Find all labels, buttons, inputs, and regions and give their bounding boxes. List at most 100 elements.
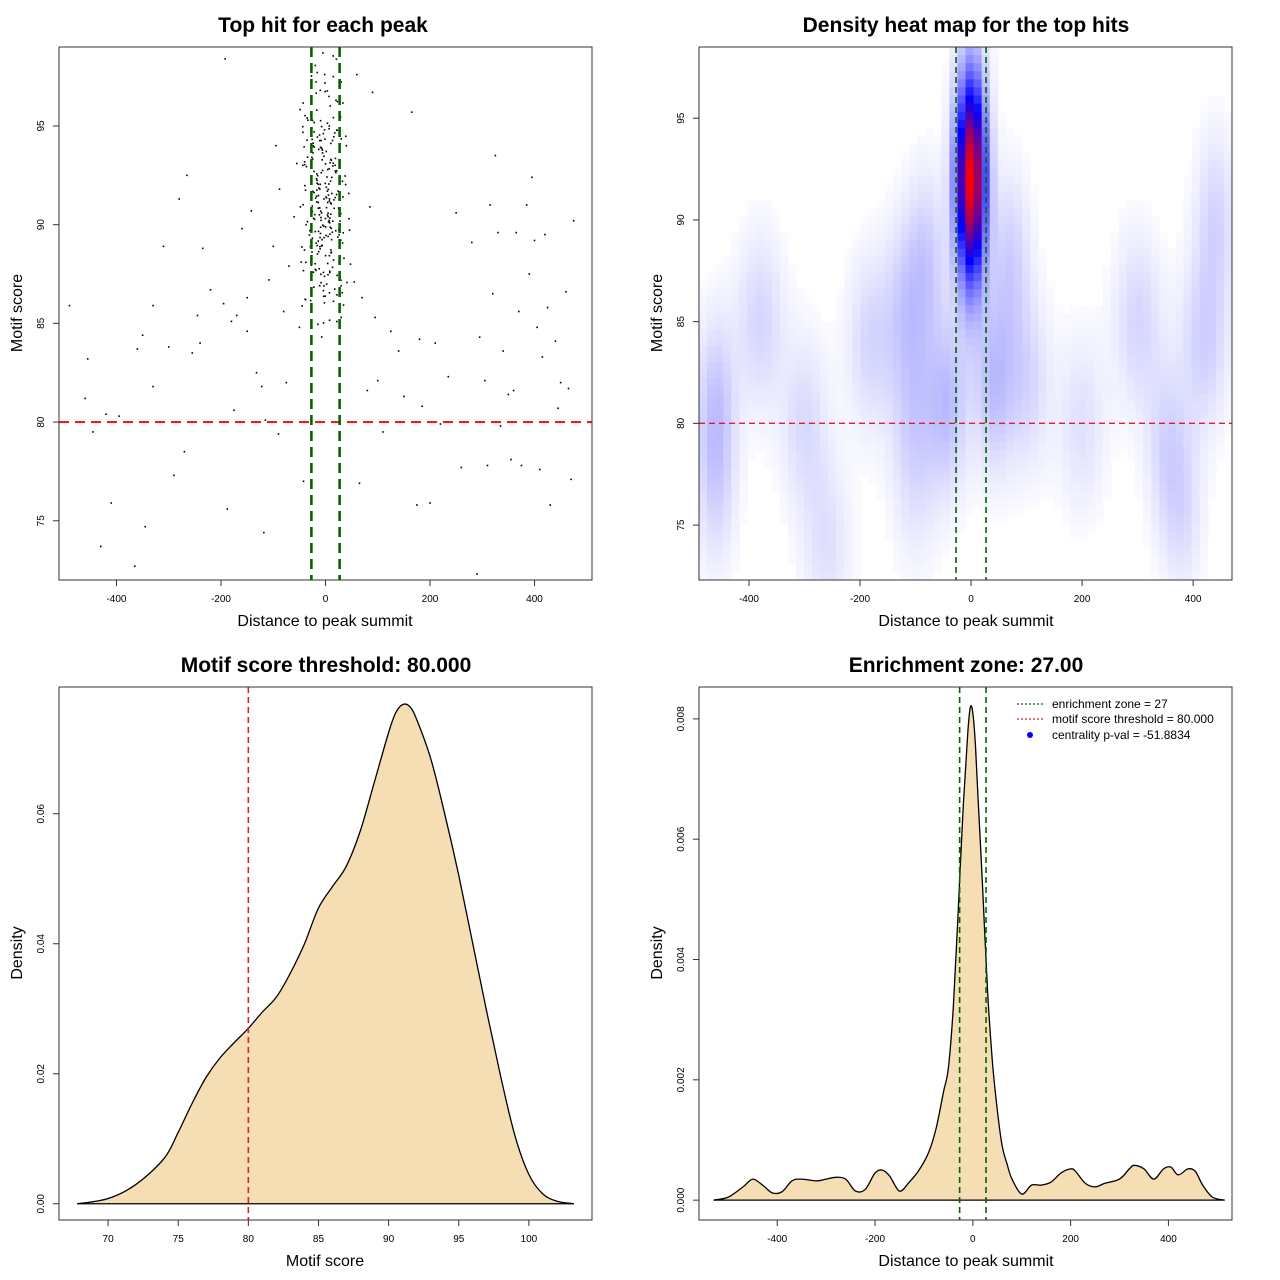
heatmap-cell: [1046, 426, 1055, 436]
heatmap-cell: [989, 313, 999, 323]
heatmap-cell: [965, 79, 975, 88]
heatmap-cell: [812, 539, 821, 549]
heatmap-cell: [884, 386, 894, 395]
heatmap-cell: [1127, 329, 1136, 339]
heatmap-cell: [957, 402, 967, 412]
heatmap-cell: [908, 370, 918, 379]
heatmap-cell: [836, 394, 845, 403]
heatmap-cell: [965, 353, 975, 363]
heatmap-cell: [941, 499, 950, 508]
scatter-point: [455, 212, 457, 214]
heatmap-cell: [900, 523, 910, 533]
heatmap-cell: [812, 370, 821, 379]
heatmap-cell: [1070, 337, 1080, 347]
heatmap-cell: [1175, 466, 1185, 476]
heatmap-cell: [973, 79, 983, 88]
heatmap-cell: [949, 224, 959, 234]
enrichment-plot-frame: [698, 686, 1233, 1221]
heatmap-cell: [1167, 410, 1177, 420]
heatmap-cell: [731, 394, 740, 403]
motif-density-ytick-label: 0.02: [36, 1064, 47, 1084]
heatmap-cell: [908, 329, 918, 339]
scatter-point: [330, 227, 333, 230]
scatter-point: [328, 270, 331, 273]
heatmap-cell: [771, 345, 781, 355]
heatmap-cell: [852, 281, 862, 290]
heatmap-cell: [989, 499, 999, 508]
heatmap-cell: [876, 216, 886, 226]
heatmap-cell: [925, 127, 934, 137]
heatmap-cell: [1159, 539, 1168, 549]
heatmap-cell: [844, 337, 854, 347]
scatter-point: [322, 52, 324, 54]
heatmap-cell: [828, 483, 837, 492]
heatmap-cell: [957, 434, 967, 444]
scatter-point: [337, 236, 339, 238]
heatmap-cell: [933, 232, 942, 242]
heatmap-cell: [771, 248, 781, 258]
heatmap-cell: [868, 386, 878, 395]
heatmap-cell: [771, 313, 781, 323]
heatmap-cell: [965, 135, 975, 145]
heatmap-cell: [723, 305, 732, 315]
heatmap-cell: [1127, 450, 1136, 460]
heatmap-cell: [1013, 337, 1023, 347]
heatmap-cell: [852, 491, 862, 500]
heatmap-cell: [787, 281, 797, 290]
heatmap-xtick-label: -400: [739, 594, 759, 605]
heatmap-cell: [1110, 289, 1120, 298]
heatmap-cell: [1191, 394, 1201, 403]
heatmap-cell: [941, 160, 950, 169]
heatmap-cell: [779, 353, 789, 363]
heatmap-cell: [1151, 507, 1160, 516]
heatmap-cell: [997, 232, 1007, 242]
heatmap-cell: [844, 353, 854, 363]
heatmap-cell: [1199, 337, 1209, 347]
heatmap-cell: [1022, 353, 1031, 363]
heatmap-cell: [1175, 337, 1185, 347]
heatmap-cell: [1086, 394, 1096, 403]
heatmap-cell: [1183, 442, 1193, 452]
heatmap-cell: [973, 119, 983, 129]
heatmap-cell: [1127, 345, 1136, 355]
heatmap-cell: [957, 378, 967, 387]
heatmap-cell: [1046, 370, 1055, 379]
heatmap-cell: [917, 491, 926, 500]
heatmap-cell: [1215, 442, 1225, 452]
scatter-point: [531, 176, 533, 179]
heatmap-cell: [828, 442, 837, 452]
heatmap-cell: [795, 329, 805, 339]
heatmap-cell: [989, 353, 999, 363]
heatmap-cell: [1046, 281, 1055, 290]
heatmap-cell: [884, 378, 894, 387]
heatmap-cell: [1135, 491, 1144, 500]
heatmap-cell: [747, 273, 757, 282]
heatmap-cell: [1013, 442, 1023, 452]
heatmap-cell: [1030, 208, 1039, 218]
heatmap-cell: [925, 135, 934, 145]
heatmap-cell: [941, 265, 950, 274]
heatmap-cell: [1215, 329, 1225, 339]
heatmap-cell: [860, 370, 870, 379]
scatter-point: [315, 92, 318, 94]
heatmap-cell: [965, 378, 975, 387]
heatmap-cell: [763, 402, 773, 412]
heatmap-cell: [755, 337, 765, 347]
heatmap-cell: [1054, 386, 1064, 395]
heatmap-cell: [1102, 442, 1112, 452]
heatmap-cell: [925, 466, 934, 476]
scatter-point: [327, 212, 329, 214]
heatmap-cell: [707, 539, 716, 549]
heatmap-cell: [1215, 192, 1225, 202]
heatmap-cell: [1102, 475, 1112, 484]
scatter-xtick-label: -400: [106, 594, 126, 605]
heatmap-cell: [1135, 265, 1144, 274]
heatmap-cell: [989, 507, 999, 516]
heatmap-cell: [884, 273, 894, 282]
heatmap-cell: [1086, 305, 1096, 315]
heatmap-cell: [876, 224, 886, 234]
heatmap-cell: [997, 386, 1007, 395]
scatter-point: [302, 164, 304, 167]
heatmap-cell: [787, 361, 797, 371]
heatmap-cell: [876, 329, 886, 339]
